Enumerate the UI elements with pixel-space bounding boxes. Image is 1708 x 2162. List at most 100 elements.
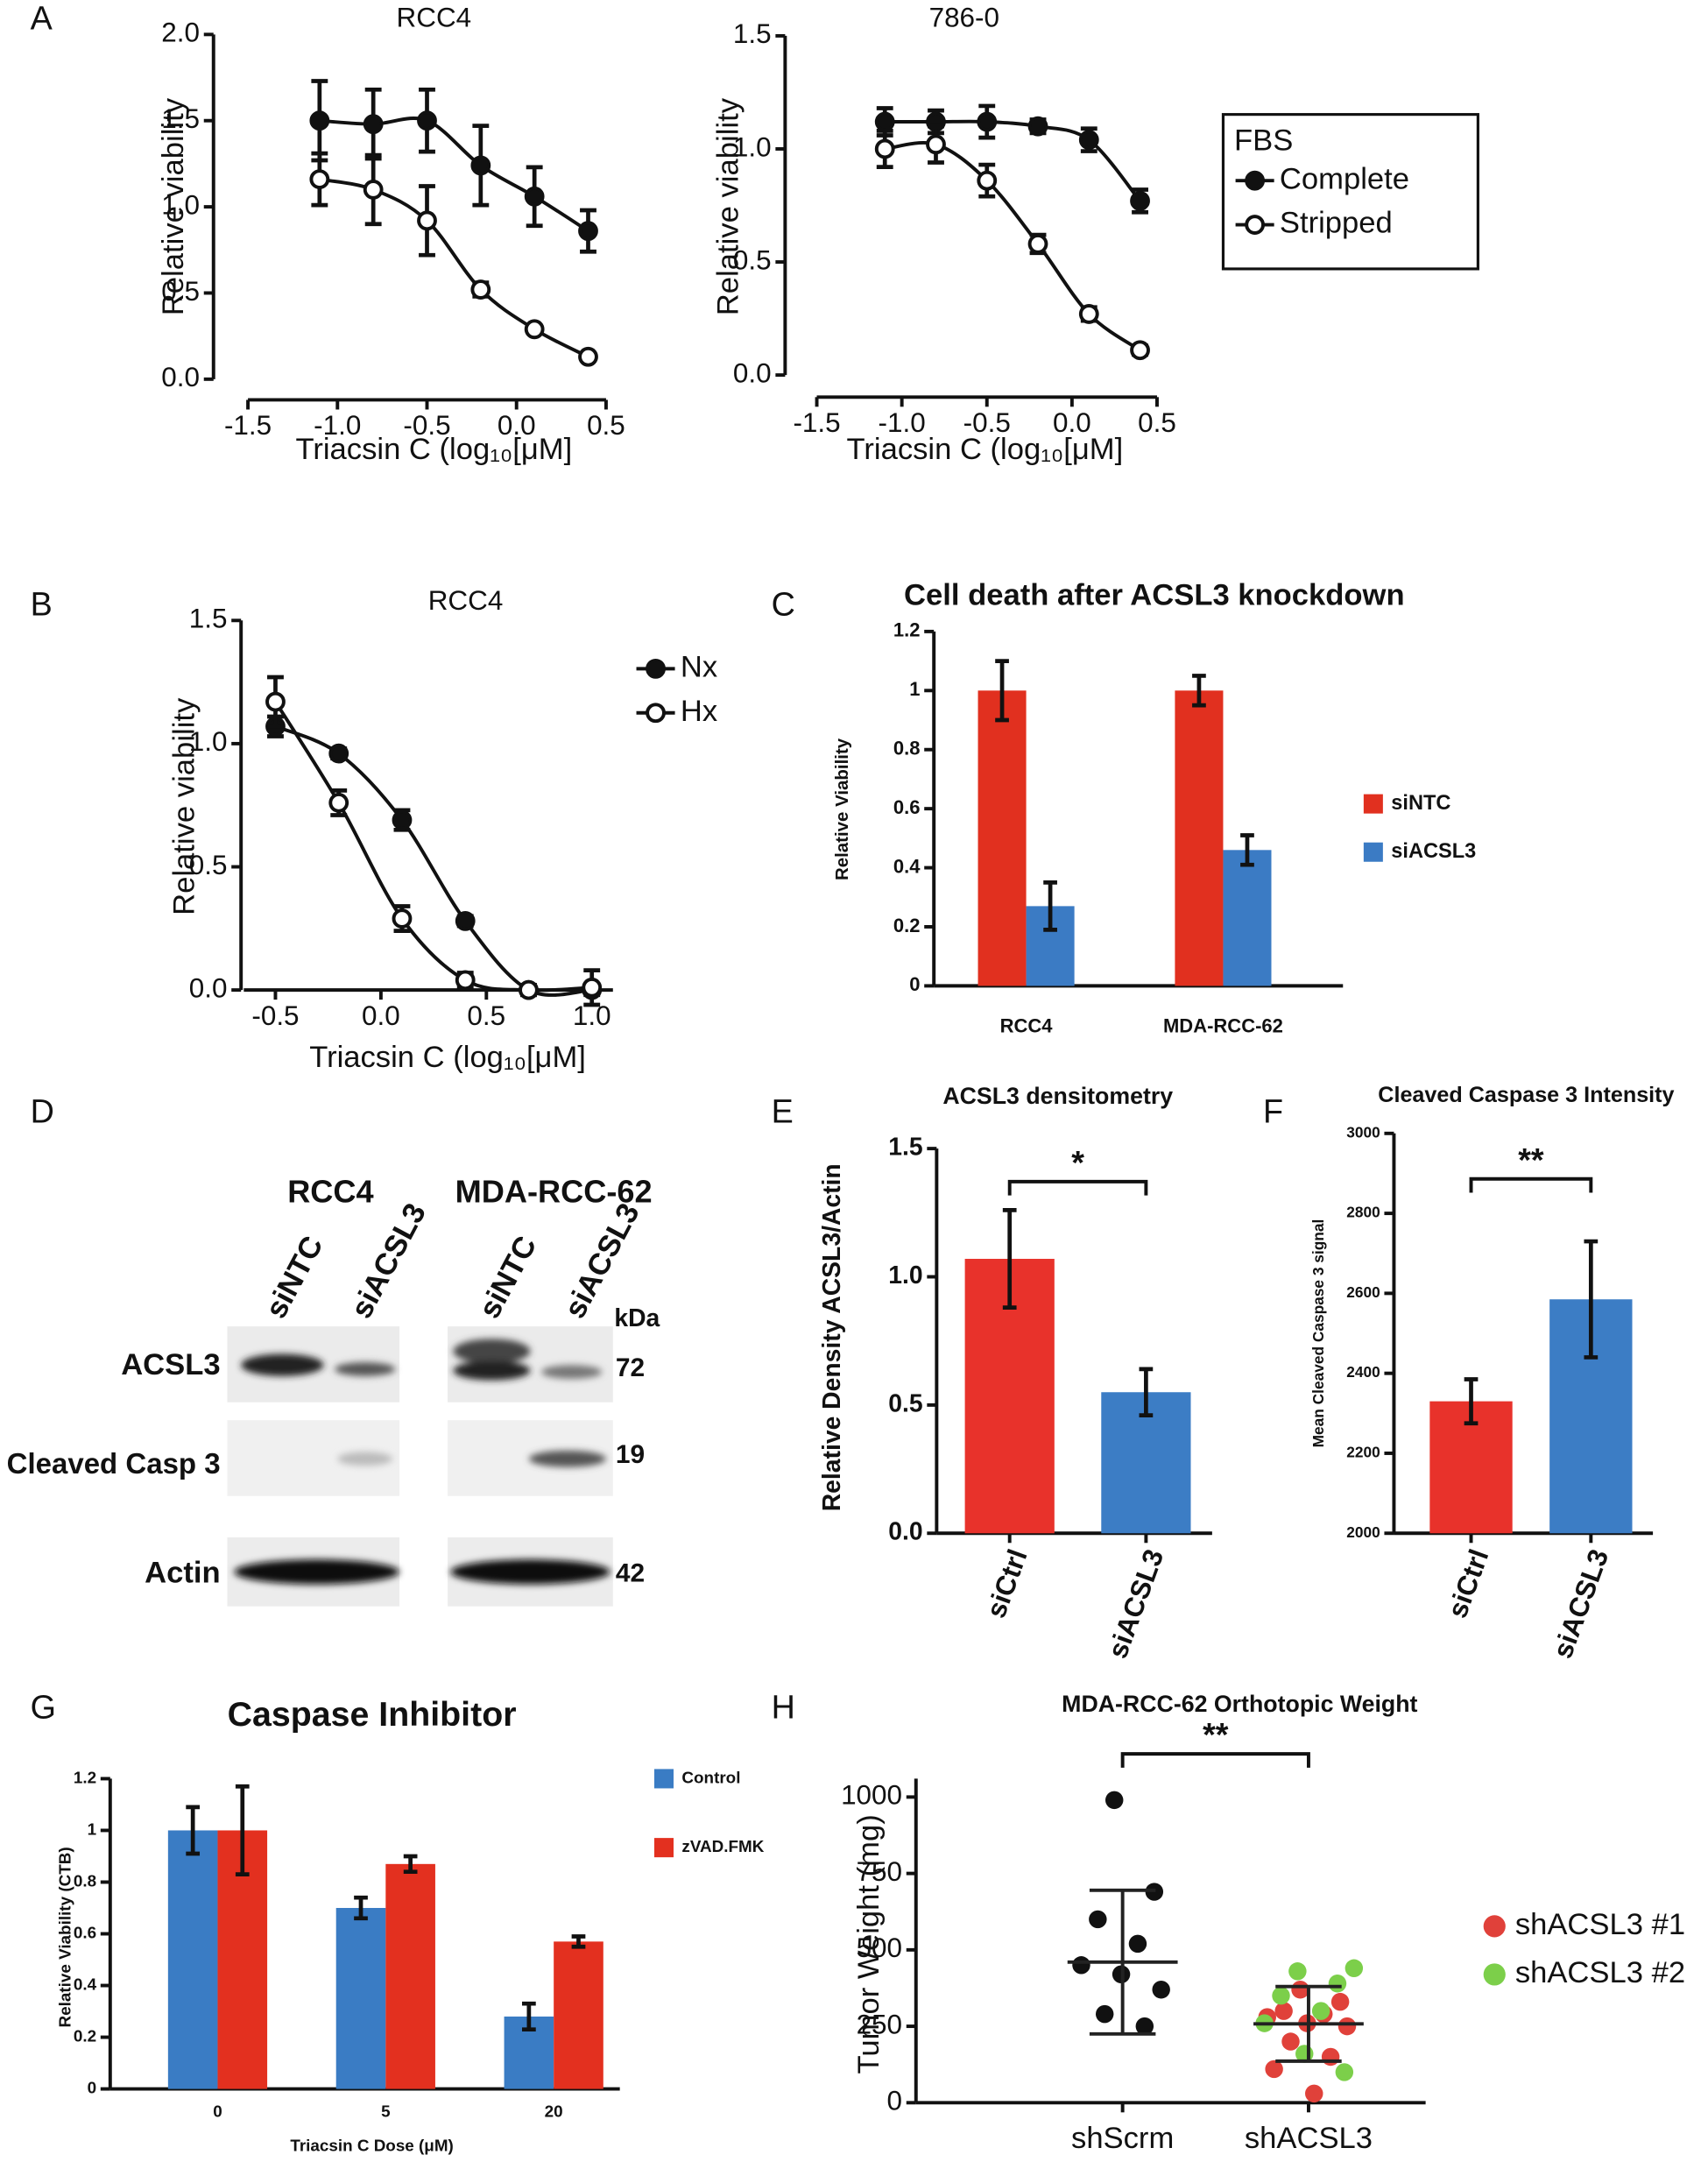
error-bar [1584,1239,1599,1360]
legend-swatch [653,1838,674,1858]
y-tick-label: 1.5 [189,604,228,634]
band [335,1362,396,1376]
band [528,1450,606,1467]
bar [335,1907,386,2089]
y-tick-label: 2400 [1346,1363,1380,1381]
y-tick-label: 0.5 [888,1388,922,1417]
error-bar [235,1784,250,1876]
y-tick-label: 1.5 [161,103,200,134]
x-tick-label: 0.0 [1053,407,1091,438]
legend-marker [1483,1963,1506,1986]
y-tick-label: 1.2 [74,1768,96,1786]
band [450,1559,611,1585]
data-point [1130,190,1150,211]
chart-panel: Caspase Inhibitor Relative Viability (CTB… [55,1695,764,2155]
panel-label: A [31,0,53,37]
x-tick-label: RCC4 [1000,1014,1054,1036]
panel-label: C [772,586,795,623]
y-tick-label: 0.4 [74,1975,97,1994]
data-point [1337,2017,1357,2036]
error-bar [1043,880,1057,932]
bar [1175,690,1224,986]
y-tick-label: 0.8 [893,738,921,760]
y-tick-label: 0 [909,973,920,995]
sd-bar [1275,1984,1342,2063]
data-point [1135,2017,1154,2036]
data-point [578,346,598,367]
error-bar [1139,1367,1154,1417]
blot-size: 19 [616,1440,645,1469]
blot-lane: siNTC [259,1231,329,1324]
band [234,1559,400,1585]
data-point [874,138,895,159]
x-tick-label: -1.0 [879,407,926,438]
legend-label: siACSL3 [1391,839,1476,862]
y-tick-label: 0.2 [74,2027,96,2045]
error-bar [354,1895,368,1921]
bar [1223,850,1272,986]
chart-title: RCC4 [397,2,472,32]
legend-label: Complete [1280,162,1409,195]
data-point [309,169,330,190]
band [241,1353,324,1376]
x-tick-label: -0.5 [403,410,450,441]
data-point [1128,1934,1147,1954]
data-point [1330,1992,1350,2011]
data-point [926,134,946,155]
y-axis-label: Tumor Weight (mg) [852,1814,886,2074]
data-point [392,809,413,830]
data-point [519,979,539,1000]
panel-label: E [772,1093,794,1130]
x-tick-label: MDA-RCC-62 [1163,1014,1283,1036]
chart-panel: RCC4 Relative viability Triacsin C (log₁₀[… [157,2,625,466]
data-point [1265,2060,1283,2079]
data-point [1105,1791,1124,1810]
fit-curve [319,117,589,233]
y-tick-label: 0.5 [189,850,228,880]
data-point [309,110,330,131]
data-point [1288,1962,1307,1981]
legend-box [1221,113,1479,271]
data-point [417,110,437,131]
fit-curve [885,119,1142,202]
bar [385,1863,435,2089]
y-tick-label: 1.5 [888,1133,922,1161]
x-axis-label: Triacsin C (log₁₀[μM] [296,433,573,466]
data-point [1291,1980,1309,1999]
blot-lane: siNTC [473,1231,543,1324]
data-point [392,908,413,929]
data-point [1274,2002,1293,2020]
x-tick-label: 5 [381,2102,390,2120]
significance-label: * [1071,1144,1084,1181]
legend-marker [646,703,666,724]
data-point [455,970,476,991]
y-tick-label: 0.0 [888,1517,922,1545]
chart-panel: 786-0 Relative viability Triacsin C (log₁₀… [712,2,1479,466]
x-tick-label: 20 [545,2102,563,2120]
y-tick-label: 2600 [1346,1283,1380,1301]
band [337,1452,393,1466]
y-tick-label: 0.2 [893,915,921,936]
data-point [1078,304,1099,324]
data-point [582,977,603,998]
y-tick-label: 1.0 [161,189,200,220]
chart-panel: Cell death after ACSL3 knockdown Relative… [832,579,1476,1037]
legend-label: Hx [681,695,717,728]
sd-bar [1089,1888,1156,2036]
x-tick-label: -1.5 [224,410,272,441]
y-tick-label: 1000 [841,1780,902,1811]
data-point [1027,116,1048,137]
data-point [265,691,286,712]
significance-label: ** [1518,1141,1544,1178]
blot-unit: kDa [614,1304,660,1332]
data-point [363,114,384,135]
error-bar [403,1854,418,1875]
x-tick-label: 0.0 [362,1000,400,1031]
legend-marker [1483,1915,1506,1938]
chart-title: Cleaved Caspase 3 Intensity [1378,1083,1674,1107]
error-bar [571,1934,586,1949]
x-tick-label: siCtrl [980,1545,1033,1622]
x-tick-label: 0 [213,2102,222,2120]
significance-label: ** [1203,1716,1229,1753]
